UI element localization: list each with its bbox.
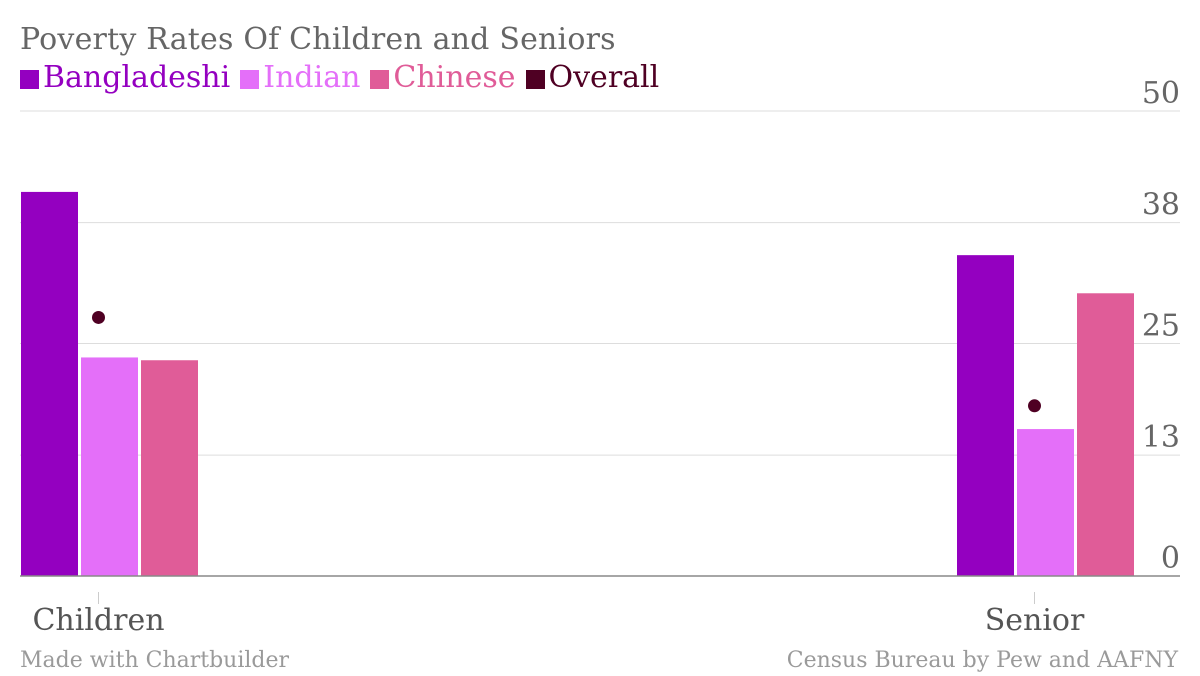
bar-bangladeshi-children [21, 191, 78, 576]
overall-dot-senior [1028, 399, 1041, 413]
legend-swatch-overall [525, 69, 545, 89]
y-tick-label: 50 [1142, 76, 1180, 111]
y-tick-label: 13 [1142, 420, 1180, 455]
footer-credit: Made with Chartbuilder [20, 648, 290, 673]
legend-label-chinese: Chinese [393, 60, 516, 95]
x-tick-label: Children [32, 603, 164, 638]
y-tick-label: 25 [1142, 309, 1180, 344]
legend-label-indian: Indian [263, 60, 361, 95]
legend-swatch-indian [240, 69, 260, 89]
y-tick-label: 38 [1142, 188, 1180, 223]
chart-legend: Bangladeshi Indian Chinese Overall [20, 60, 669, 95]
legend-label-overall: Overall [548, 60, 660, 95]
legend-item-bangladeshi: Bangladeshi [20, 60, 230, 95]
legend-item-indian: Indian [240, 60, 360, 95]
legend-label-bangladeshi: Bangladeshi [43, 60, 231, 95]
x-tick-label: Senior [985, 603, 1085, 638]
legend-swatch-bangladeshi [20, 69, 39, 89]
footer-source: Census Bureau by Pew and AAFNY [786, 648, 1178, 673]
legend-swatch-chinese [370, 69, 390, 89]
bar-chinese-senior [1077, 293, 1134, 576]
y-tick-label: 0 [1161, 541, 1180, 576]
overall-dot-children [92, 310, 105, 324]
bar-bangladeshi-senior [957, 255, 1014, 576]
chart-title: Poverty Rates Of Children and Seniors [20, 22, 616, 57]
legend-item-overall: Overall [525, 60, 660, 95]
legend-item-chinese: Chinese [370, 60, 516, 95]
bar-indian-children [81, 357, 138, 576]
bar-indian-senior [1017, 429, 1074, 576]
bar-chinese-children [141, 360, 198, 576]
